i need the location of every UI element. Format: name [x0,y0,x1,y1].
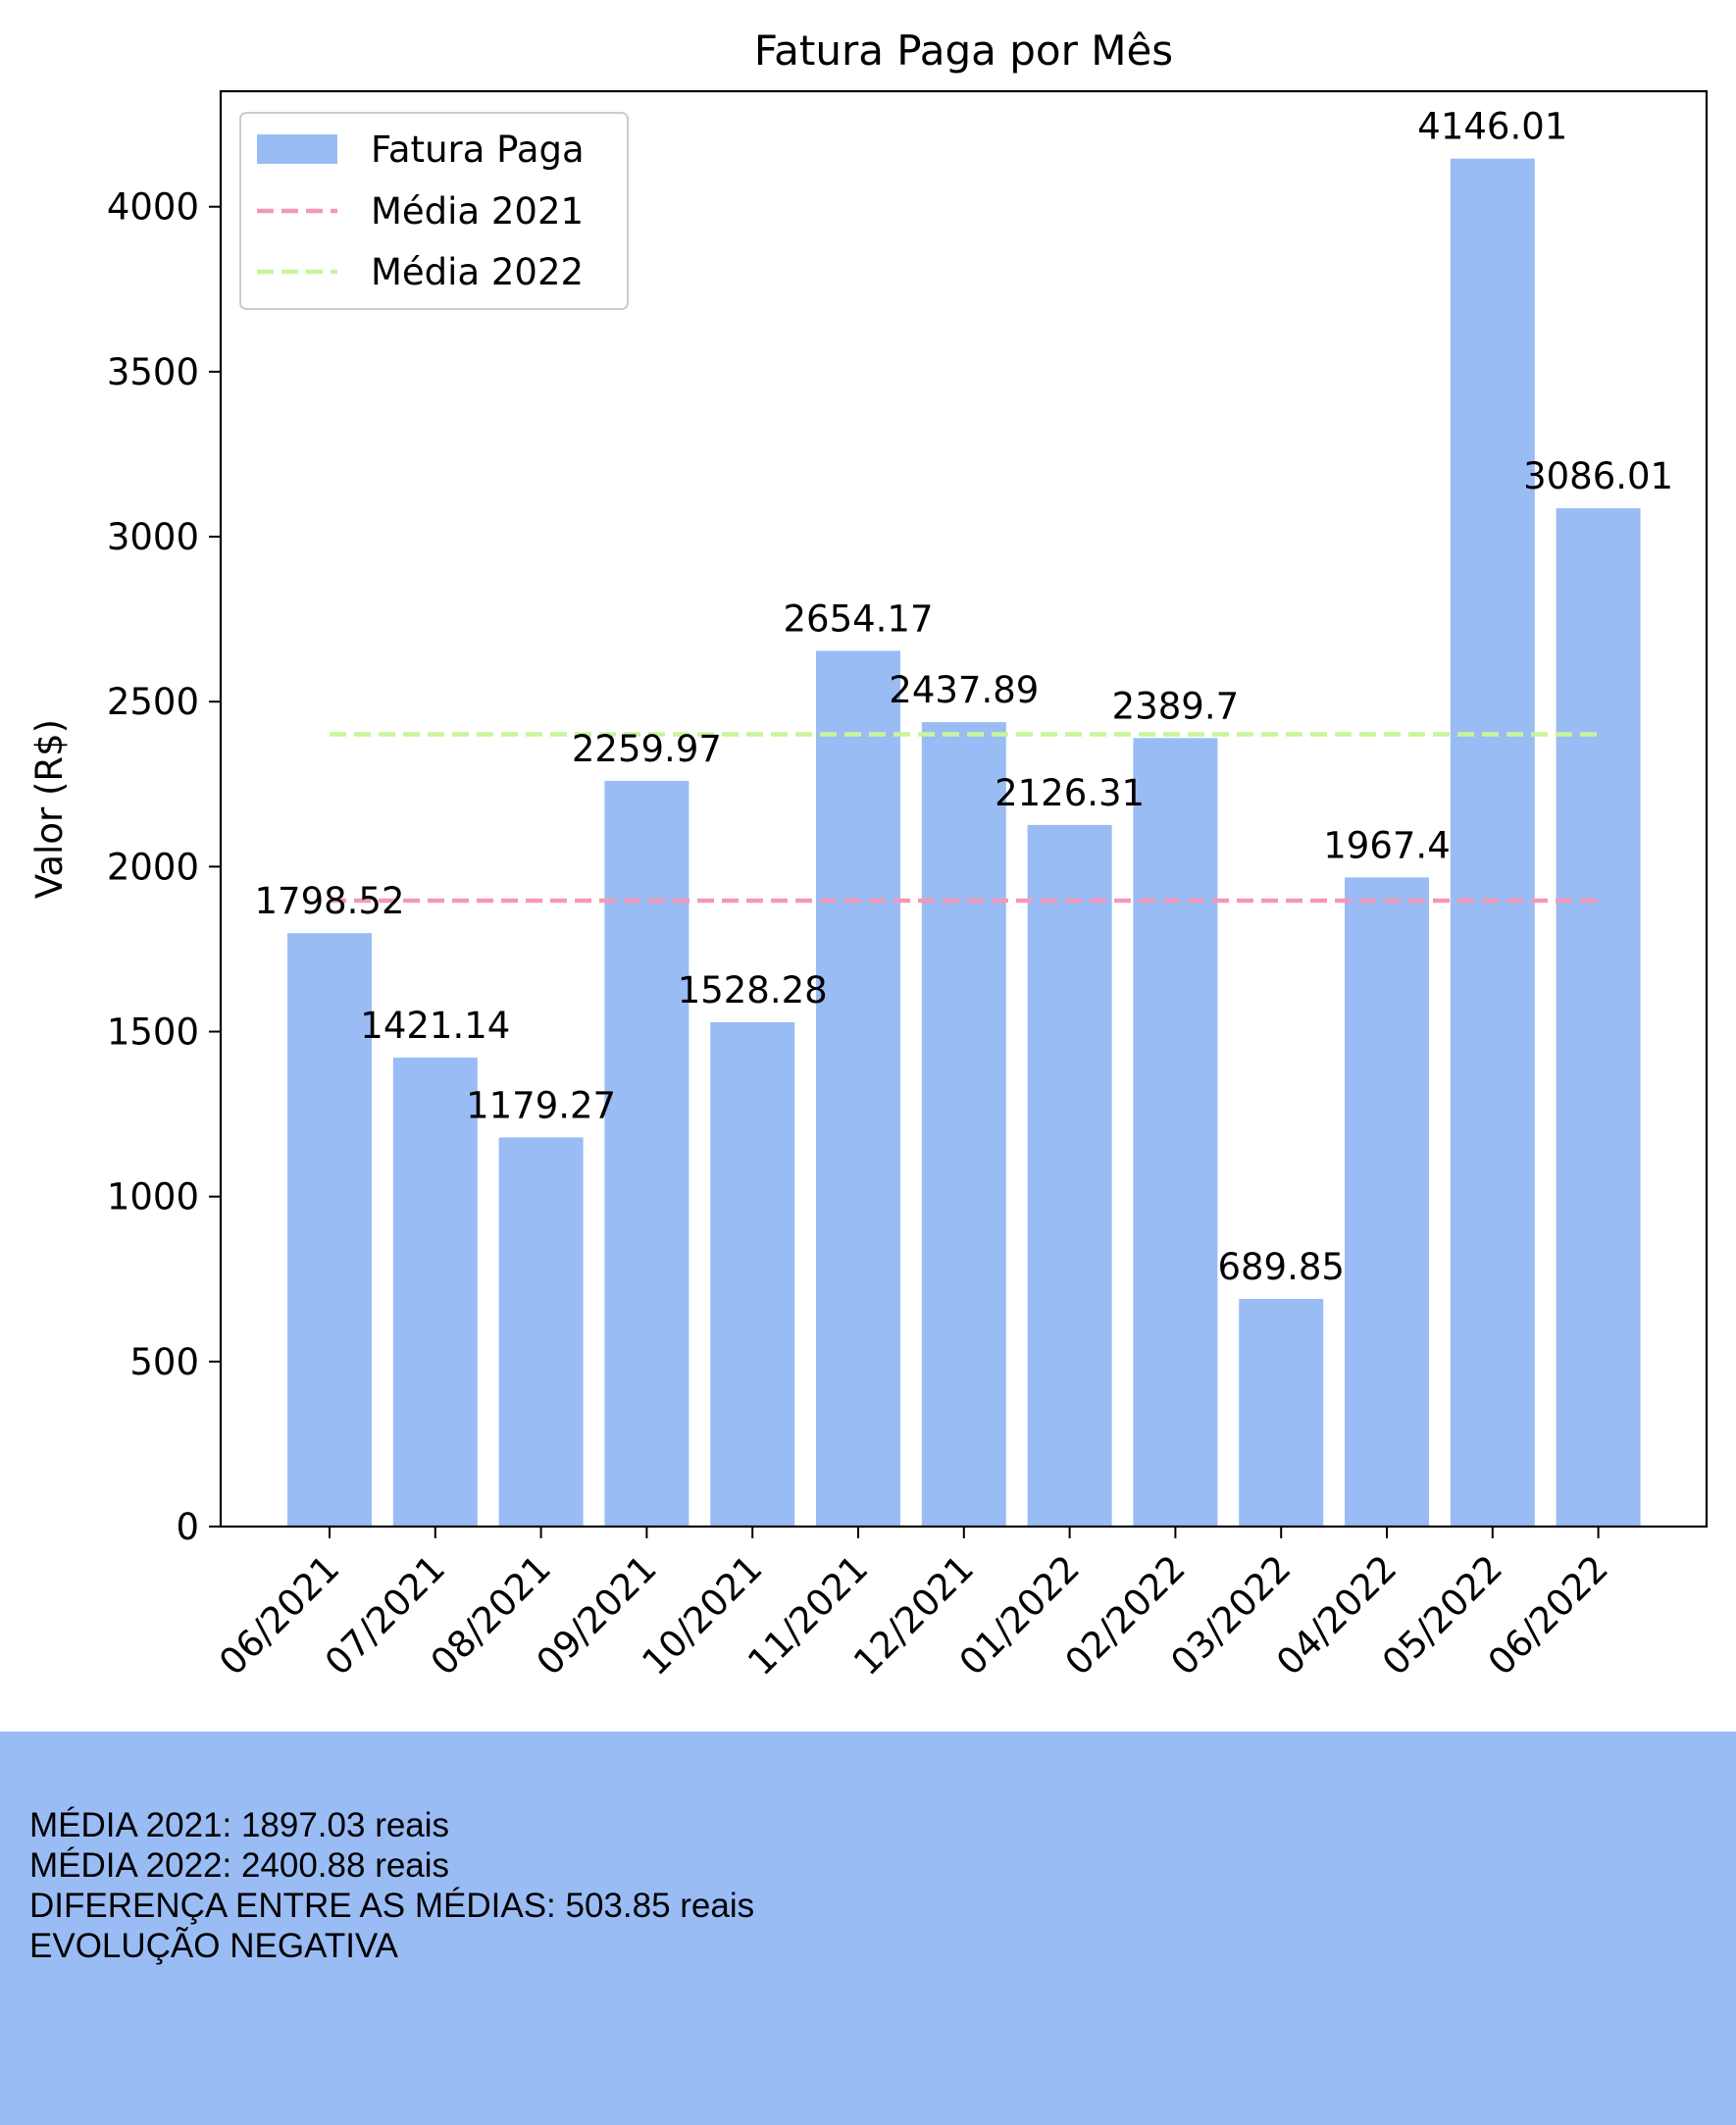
y-tick-label-500: 500 [129,1341,199,1383]
bar-09-2021 [604,780,689,1527]
legend-label-media-2021: Média 2021 [371,190,584,233]
bar-chart: Fatura Paga por Mês 1798.52 1421.14 1179.27… [28,26,1709,1684]
summary-evolution: EVOLUÇÃO NEGATIVA [29,1927,399,1965]
data-label-03-2022: 689.85 [1217,1246,1344,1288]
y-axis-label: Valor (R$) [28,719,71,899]
summary-text: MÉDIA 2021: 1897.03 reais MÉDIA 2022: 24… [29,1805,754,1966]
bar-10-2021 [710,1022,795,1527]
bar-02-2022 [1133,738,1218,1527]
bar-12-2021 [921,722,1006,1527]
data-label-05-2022: 4146.01 [1417,106,1567,148]
bar-08-2021 [498,1137,584,1527]
summary-media-2021: MÉDIA 2021: 1897.03 reais [29,1806,450,1844]
data-label-10-2021: 1528.28 [678,969,828,1011]
y-tick-label-4000: 4000 [107,186,199,229]
bar-11-2021 [816,650,900,1527]
bar-06-2022 [1556,508,1641,1527]
y-tick-label-3000: 3000 [107,516,199,558]
y-tick-label-3500: 3500 [107,351,199,393]
chart-title: Fatura Paga por Mês [754,26,1173,75]
y-tick-label-1500: 1500 [107,1011,199,1054]
chart-area: Fatura Paga por Mês 1798.52 1421.14 1179.27… [28,26,1709,1684]
legend-label-media-2022: Média 2022 [371,251,584,293]
legend-swatch-fatura-paga [257,134,337,164]
summary-panel: MÉDIA 2021: 1897.03 reais MÉDIA 2022: 24… [0,1732,1736,2125]
summary-difference: DIFERENÇA ENTRE AS MÉDIAS: 503.85 reais [29,1887,755,1925]
y-tick-label-2000: 2000 [107,846,199,888]
bar-06-2021 [287,933,372,1527]
data-label-06-2021: 1798.52 [254,880,404,922]
bar-07-2021 [392,1058,478,1527]
data-label-08-2021: 1179.27 [466,1084,616,1126]
summary-media-2022: MÉDIA 2022: 2400.88 reais [29,1846,450,1885]
data-label-09-2021: 2259.97 [572,728,722,770]
bar-05-2022 [1450,158,1535,1527]
data-label-12-2021: 2437.89 [889,669,1039,711]
data-label-01-2022: 2126.31 [995,772,1145,814]
y-tick-label-1000: 1000 [107,1176,199,1218]
legend-label-fatura-paga: Fatura Paga [371,129,585,171]
data-label-04-2022: 1967.4 [1323,824,1450,866]
bar-03-2022 [1239,1298,1324,1527]
y-tick-label-0: 0 [176,1506,199,1548]
data-label-11-2021: 2654.17 [783,597,933,640]
data-label-02-2022: 2389.7 [1112,685,1239,727]
bar-01-2022 [1027,824,1112,1527]
y-tick-label-2500: 2500 [107,681,199,723]
data-label-06-2022: 3086.01 [1523,455,1673,497]
data-label-07-2021: 1421.14 [360,1005,510,1047]
bar-04-2022 [1345,877,1429,1527]
